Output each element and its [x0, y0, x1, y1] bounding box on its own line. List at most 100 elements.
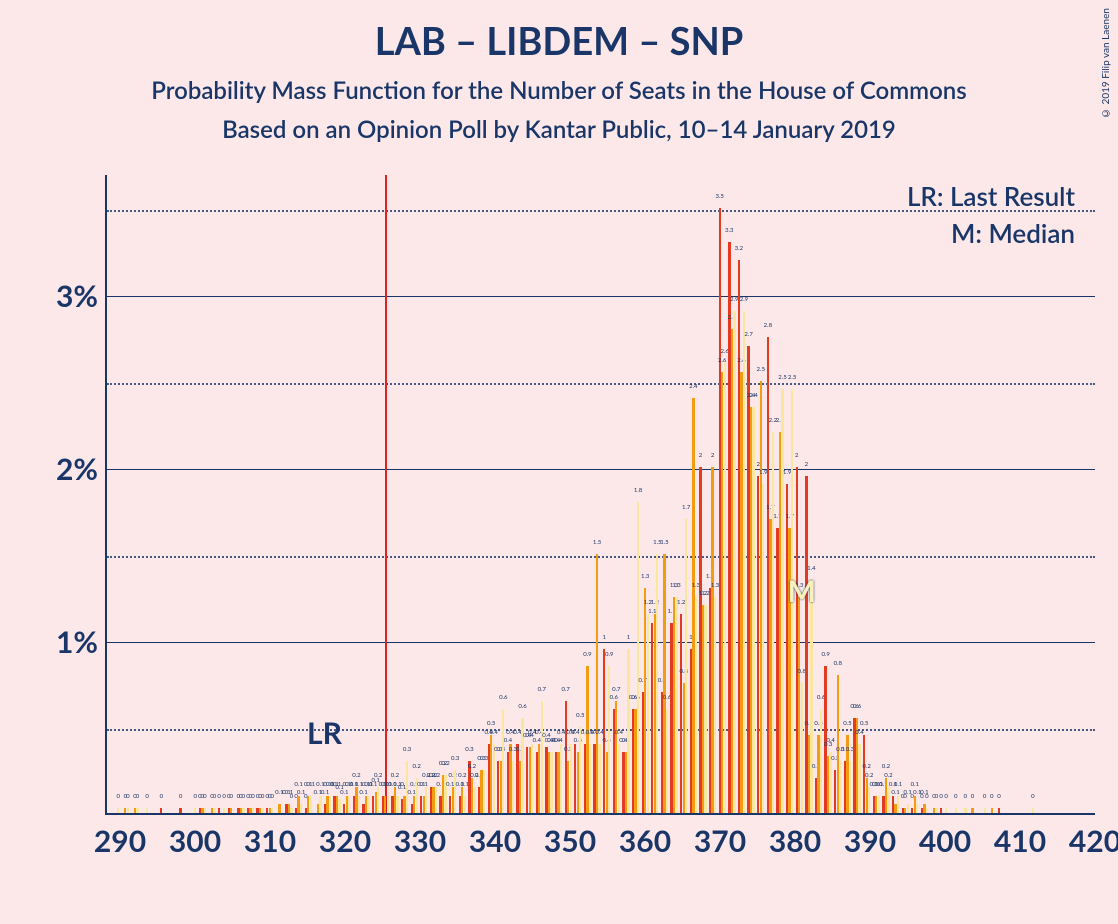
bar — [618, 744, 620, 813]
bar-value-label: 2 — [711, 452, 714, 459]
x-tick-label: 310 — [244, 823, 296, 859]
bar — [425, 787, 427, 813]
bar — [878, 796, 880, 813]
bar — [666, 709, 668, 813]
bar — [300, 804, 302, 813]
bar — [230, 808, 232, 813]
bar — [502, 709, 504, 813]
x-tick-label: 320 — [319, 823, 371, 859]
bar-value-label: 0 — [251, 793, 254, 800]
chart-subtitle-1: Probability Mass Function for the Number… — [0, 76, 1118, 105]
bar-value-label: 0 — [990, 793, 993, 800]
bar-value-label: 0 — [939, 793, 942, 800]
bar-value-label: 2.4 — [749, 392, 757, 399]
bar — [358, 796, 360, 813]
bar — [271, 808, 273, 813]
grid-major — [107, 469, 1095, 470]
bar-value-label: 0.9 — [821, 651, 829, 658]
bar-value-label: 1.8 — [634, 487, 642, 494]
bar-value-label: 0 — [126, 793, 129, 800]
bar-value-label: 0.5 — [843, 720, 851, 727]
grid-major — [107, 296, 1095, 297]
bar-value-label: 0.2 — [862, 763, 870, 770]
bar — [685, 519, 687, 813]
bar-value-label: 2.7 — [744, 331, 752, 338]
bar-value-label: 0.4 — [615, 729, 623, 736]
legend-lr: LR: Last Result — [907, 180, 1075, 212]
bar — [724, 363, 726, 813]
bar — [810, 580, 812, 814]
bar — [396, 796, 398, 813]
bar — [637, 502, 639, 813]
bar — [367, 796, 369, 813]
bar — [541, 701, 543, 813]
bar — [820, 709, 822, 813]
bar-value-label: 0 — [213, 793, 216, 800]
plot-area: LR: Last Result M: Median LR000000000000… — [105, 175, 1095, 815]
bar-value-label: 0.2 — [412, 763, 420, 770]
bar-value-label: 0 — [944, 793, 947, 800]
bar — [608, 666, 610, 813]
bar — [146, 808, 148, 813]
grid-minor — [107, 383, 1095, 385]
bar — [377, 787, 379, 813]
bar — [935, 808, 937, 813]
x-tick-label: 370 — [694, 823, 746, 859]
bar-value-label: 1.3 — [641, 573, 649, 580]
bar — [589, 744, 591, 813]
bar-value-label: 0.2 — [432, 772, 440, 779]
bar-value-label: 0 — [1031, 793, 1034, 800]
bar-value-label: 1 — [627, 634, 630, 641]
y-tick-label: 1% — [30, 624, 98, 660]
bar-value-label: 0.8 — [834, 660, 842, 667]
bar-value-label: 0.5 — [487, 720, 495, 727]
x-tick-label: 290 — [94, 823, 146, 859]
legend-m: M: Median — [951, 217, 1075, 249]
bar — [329, 796, 331, 813]
bar-value-label: 0 — [964, 793, 967, 800]
bar-value-label: 0 — [997, 793, 1000, 800]
bar-value-label: 0 — [935, 793, 938, 800]
bar-value-label: 0 — [217, 793, 220, 800]
bar — [570, 744, 572, 813]
bar — [278, 804, 280, 813]
bar-value-label: 0 — [160, 793, 163, 800]
chart-title: LAB – LIBDEM – SNP — [0, 0, 1118, 64]
bar-value-label: 1.7 — [682, 504, 690, 511]
bar-value-label: 0.2 — [458, 772, 466, 779]
bar — [907, 804, 909, 813]
bar-value-label: 0.2 — [468, 763, 476, 770]
bar-value-label: 0.1 — [294, 781, 302, 788]
bar — [964, 808, 966, 813]
bar-value-label: 2.4 — [689, 383, 697, 390]
bar — [849, 761, 851, 813]
bar — [127, 808, 129, 813]
bar — [955, 808, 957, 813]
bar-value-label: 2.5 — [757, 366, 765, 373]
x-tick-label: 390 — [844, 823, 896, 859]
bar-value-label: 0.2 — [884, 772, 892, 779]
bar-value-label: 2.9 — [740, 296, 748, 303]
x-tick-label: 330 — [394, 823, 446, 859]
y-tick-label: 2% — [30, 451, 98, 487]
grid-major — [107, 642, 1095, 643]
bar — [733, 311, 735, 813]
bar — [160, 808, 162, 813]
bar-value-label: 0 — [271, 793, 274, 800]
bar-value-label: 3.2 — [735, 245, 743, 252]
bar-value-label: 0.7 — [612, 686, 620, 693]
bar-value-label: 3.3 — [725, 227, 733, 234]
bar-value-label: 0.6 — [518, 703, 526, 710]
chart-container: LR: Last Result M: Median LR000000000000… — [30, 175, 1100, 895]
x-tick-label: 400 — [919, 823, 971, 859]
bar-value-label: 0.2 — [865, 772, 873, 779]
bar — [136, 808, 138, 813]
bar — [752, 407, 754, 813]
bar-value-label: 1.4 — [807, 565, 815, 572]
grid-minor — [107, 556, 1095, 558]
bar-value-label: 0 — [925, 793, 928, 800]
bar-value-label: 1.3 — [672, 582, 680, 589]
bar — [454, 770, 456, 813]
bar — [531, 744, 533, 813]
bar — [781, 389, 783, 813]
